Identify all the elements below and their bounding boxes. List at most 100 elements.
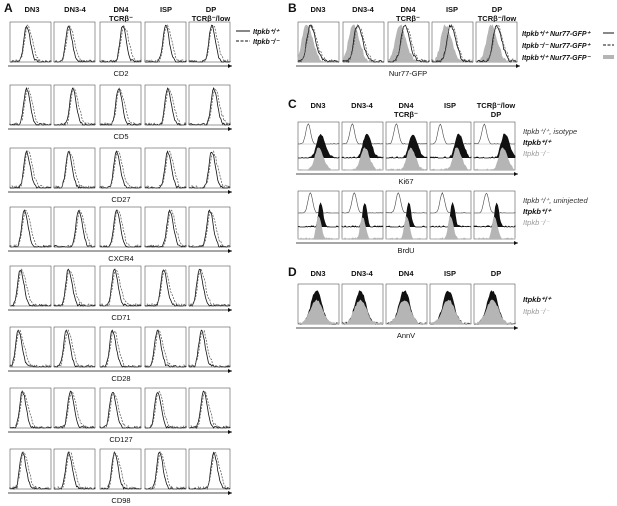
- histogram-trace: [144, 390, 187, 429]
- histogram-trace: [144, 451, 187, 490]
- histogram-trace: [144, 451, 187, 490]
- axis-label: CD28: [111, 374, 130, 383]
- axis-label: Nur77-GFP: [389, 69, 427, 78]
- histogram-trace: [9, 451, 51, 491]
- histogram-trace: [99, 87, 142, 126]
- histogram-box: [188, 265, 231, 307]
- histogram-trace: [385, 147, 428, 171]
- histogram-trace: [188, 452, 230, 491]
- histogram-trace: [99, 330, 142, 368]
- column-header: TCRβ⁻/low: [192, 14, 231, 23]
- arrow-head-icon: [514, 326, 518, 330]
- histogram-trace: [297, 299, 340, 325]
- column-header: TCRβ⁻/low: [478, 14, 517, 23]
- histogram-trace: [473, 299, 515, 325]
- histogram-trace: [144, 209, 187, 248]
- legend-label: Itpkb⁻/⁻ Nur77-GFP⁺: [522, 43, 592, 50]
- histogram-trace: [99, 24, 142, 63]
- legend-label: Itpkb⁺/⁺ Nur77-GFP⁺: [522, 31, 592, 38]
- column-header: ISP: [446, 5, 458, 14]
- histogram-trace: [9, 209, 52, 248]
- arrow-head-icon: [228, 430, 232, 434]
- histogram-trace: [341, 299, 384, 325]
- histogram-trace: [429, 216, 471, 240]
- histogram-trace: [341, 147, 384, 171]
- column-header: TCRβ⁻/low: [477, 101, 516, 110]
- histogram-box: [9, 387, 52, 429]
- arrow-head-icon: [514, 172, 518, 176]
- histogram-trace: [53, 451, 96, 490]
- histogram-trace: [144, 88, 187, 126]
- column-header: TCRβ⁻: [396, 14, 420, 23]
- arrow-head-icon: [228, 64, 232, 68]
- histogram-trace: [99, 150, 142, 189]
- histogram-trace: [53, 23, 96, 63]
- histogram-trace: [387, 24, 429, 63]
- histogram-trace: [342, 123, 384, 145]
- histogram-trace: [386, 134, 428, 159]
- legend-label: Itpkb⁻/⁻: [253, 39, 280, 46]
- column-header: DN3-4: [352, 5, 375, 14]
- histogram-trace: [144, 209, 187, 248]
- legend-label: Itpkb⁻/⁻: [523, 307, 550, 316]
- histogram-trace: [297, 24, 340, 63]
- histogram-trace: [10, 150, 52, 189]
- legend-label: Itpkb⁺/⁺, uninjected: [523, 196, 588, 205]
- histogram-trace: [298, 147, 339, 171]
- histogram-trace: [53, 150, 96, 189]
- column-header: DP: [491, 110, 501, 119]
- histogram-box: [144, 387, 187, 429]
- legend-label: Itpkb⁺/⁺, isotype: [523, 127, 577, 136]
- histogram-box: [188, 448, 231, 490]
- histogram-trace: [144, 269, 187, 307]
- arrow-head-icon: [228, 127, 232, 131]
- arrow-head-icon: [228, 369, 232, 373]
- histogram-trace: [386, 300, 428, 325]
- arrow-head-icon: [228, 491, 232, 495]
- histogram-box: [53, 326, 96, 368]
- histogram-trace: [343, 23, 385, 63]
- histogram-box: [9, 265, 52, 307]
- panel-letter-a: A: [4, 1, 13, 15]
- histogram-trace: [9, 209, 52, 248]
- column-header: DN4: [400, 5, 416, 14]
- axis-label: BrdU: [397, 246, 414, 255]
- histogram-trace: [431, 24, 473, 63]
- histogram-trace: [54, 269, 95, 307]
- legend-swatch: [603, 55, 614, 59]
- histogram-trace: [9, 329, 52, 368]
- legend-label: Itpkb⁻/⁻: [523, 218, 550, 227]
- arrow-head-icon: [514, 241, 518, 245]
- axis-label: AnnV: [397, 331, 415, 340]
- histogram-trace: [145, 392, 187, 429]
- column-header: DN3: [310, 5, 325, 14]
- histogram-trace: [100, 268, 142, 307]
- histogram-trace: [145, 150, 187, 189]
- histogram-trace: [53, 268, 96, 307]
- histogram-trace: [388, 24, 429, 63]
- histogram-trace: [341, 133, 384, 159]
- legend-label: Itpkb⁺/⁺: [253, 29, 280, 36]
- histogram-trace: [99, 209, 141, 248]
- histogram-trace: [429, 299, 472, 325]
- arrow-head-icon: [228, 249, 232, 253]
- histogram-trace: [10, 24, 52, 63]
- histogram-box: [9, 206, 52, 248]
- histogram-trace: [144, 24, 186, 63]
- histogram-box: [144, 147, 187, 189]
- histogram-trace: [53, 209, 96, 248]
- histogram-box: [53, 147, 96, 189]
- histogram-trace: [10, 87, 52, 126]
- histogram-trace: [144, 329, 186, 368]
- column-header: TCRβ⁻: [109, 14, 133, 23]
- legend-label: Itpkb⁺/⁺: [523, 295, 552, 304]
- panel-letter-b: B: [288, 1, 297, 15]
- histogram-box: [144, 21, 187, 63]
- column-header: DP: [206, 5, 216, 14]
- column-header: TCRβ⁻: [394, 110, 418, 119]
- histogram-box: [99, 448, 142, 490]
- column-header: DN3: [310, 101, 325, 110]
